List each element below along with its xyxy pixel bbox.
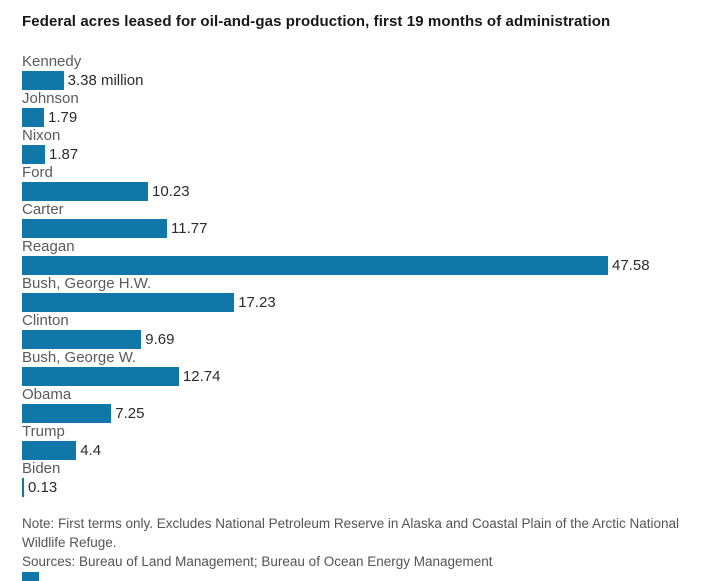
bar-row: Clinton 9.69: [22, 312, 681, 349]
value-label: 47.58: [612, 257, 650, 274]
bar-line: 17.23: [22, 293, 681, 312]
bar-row: Nixon 1.87: [22, 127, 681, 164]
value-label: 10.23: [152, 183, 190, 200]
category-label: Biden: [22, 460, 61, 477]
bar: [22, 404, 112, 423]
category-label: Obama: [22, 386, 72, 403]
bar-line: 1.79: [22, 108, 681, 127]
value-label: 1.87: [49, 146, 79, 163]
value-label: 3.38 million: [67, 72, 144, 89]
value-label: 1.79: [48, 109, 78, 126]
chart-title: Federal acres leased for oil-and-gas pro…: [22, 13, 611, 30]
value-label: 11.77: [171, 220, 208, 237]
category-label: Nixon: [22, 127, 61, 144]
bar-row: Reagan 47.58: [22, 238, 681, 275]
category-label: Johnson: [22, 90, 79, 107]
bar-line: 7.25: [22, 404, 681, 423]
bar-row: Bush, George H.W. 17.23: [22, 275, 681, 312]
chart-footer: Note: First terms only. Excludes Nationa…: [22, 514, 681, 571]
bar-chart: Kennedy 3.38 million Johnson 1.79 Nixon …: [22, 53, 681, 497]
bar: [22, 441, 77, 460]
bar-line: 47.58: [22, 256, 681, 275]
category-label: Bush, George H.W.: [22, 275, 152, 292]
bar: [22, 367, 179, 386]
bar-row: Obama 7.25: [22, 386, 681, 423]
bar: [22, 145, 45, 164]
value-label: 7.25: [115, 405, 145, 422]
category-label: Kennedy: [22, 53, 82, 70]
bar-line: 1.87: [22, 145, 681, 164]
chart-sources: Sources: Bureau of Land Management; Bure…: [22, 554, 493, 569]
bar-row: Ford 10.23: [22, 164, 681, 201]
bar: [22, 182, 148, 201]
bar-line: 3.38 million: [22, 71, 681, 90]
bar: [22, 71, 64, 90]
category-label: Trump: [22, 423, 65, 440]
bar-row: Bush, George W. 12.74: [22, 349, 681, 386]
bar: [22, 478, 24, 497]
value-label: 4.4: [80, 442, 102, 459]
chart-note: Note: First terms only. Excludes Nationa…: [22, 516, 680, 550]
category-label: Clinton: [22, 312, 69, 329]
bar-line: 11.77: [22, 219, 681, 238]
value-label: 17.23: [238, 294, 276, 311]
bar: [22, 108, 44, 127]
category-label: Carter: [22, 201, 64, 218]
value-label: 12.74: [182, 368, 221, 385]
bar: [22, 293, 235, 312]
category-label: Ford: [22, 164, 53, 181]
bar-row: Biden 0.13: [22, 460, 681, 497]
bar-line: 0.13: [22, 478, 681, 497]
bar-line: 4.4: [22, 441, 681, 460]
value-label: 0.13: [28, 479, 58, 496]
bar-row: Johnson 1.79: [22, 90, 681, 127]
value-label: 9.69: [145, 331, 175, 348]
bar-line: 9.69: [22, 330, 681, 349]
bar-row: Kennedy 3.38 million: [22, 53, 681, 90]
bar: [22, 256, 608, 275]
category-label: Reagan: [22, 238, 75, 255]
cutoff-element-partial: [22, 572, 39, 581]
bar: [22, 219, 167, 238]
bar-line: 10.23: [22, 182, 681, 201]
bar: [22, 330, 142, 349]
bar-row: Trump 4.4: [22, 423, 681, 460]
bar-line: 12.74: [22, 367, 681, 386]
bar-row: Carter 11.77: [22, 201, 681, 238]
category-label: Bush, George W.: [22, 349, 137, 366]
